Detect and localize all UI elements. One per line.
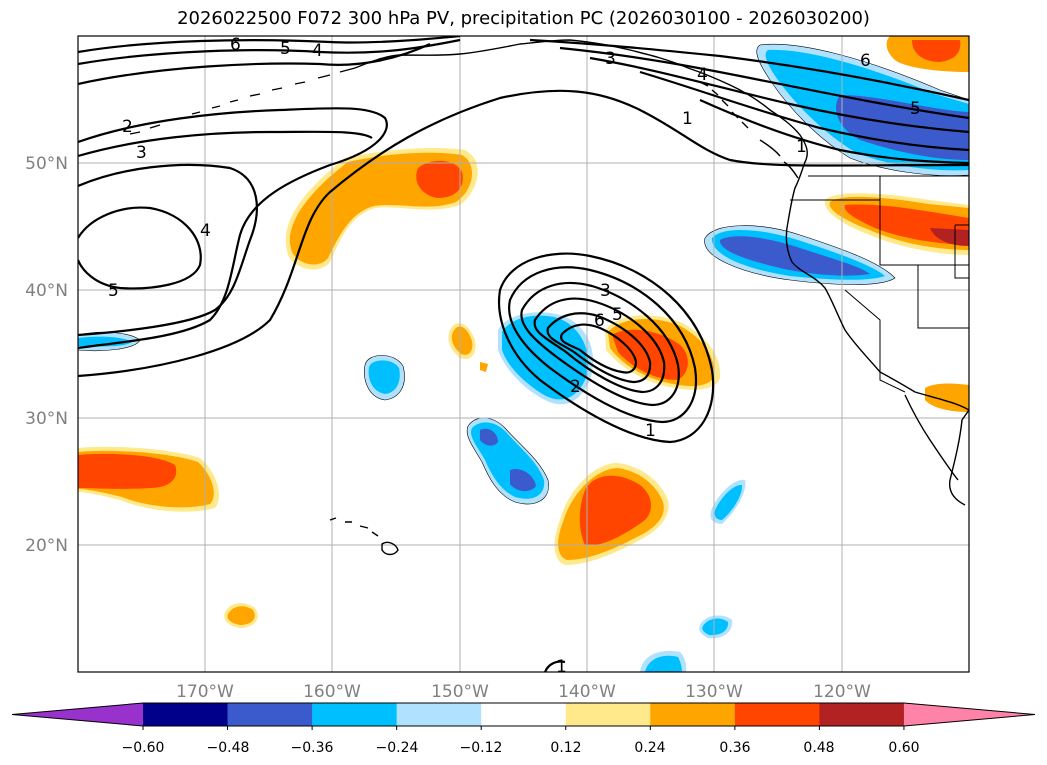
map-frame	[77, 35, 970, 673]
map-title: 2026022500 F072 300 hPa PV, precipitatio…	[177, 8, 870, 29]
map-content: 6 5 4 2 3 4 5 3 4 1 3 6 5 2 1 1 6 5 1	[78, 35, 969, 677]
contour-label: 4	[697, 65, 708, 85]
contour-label: 1	[796, 137, 807, 157]
colorbar-cell	[143, 703, 229, 726]
colorbar-tick-label: 0.60	[888, 740, 919, 756]
colorbar-cell	[650, 703, 736, 726]
colorbar-tick-label: 0.12	[550, 740, 581, 756]
contour-label: 6	[860, 51, 871, 71]
colorbar-cell	[396, 703, 482, 726]
colorbar-extend-high	[903, 703, 1035, 726]
lat-label: 40°N	[25, 281, 68, 301]
contour-label: 5	[108, 281, 119, 301]
latitude-labels: 50°N 40°N 30°N 20°N	[25, 154, 68, 556]
contour-label: 4	[200, 221, 211, 241]
colorbar-tick-label: −0.12	[460, 740, 503, 756]
colorbar-cell	[481, 703, 567, 726]
precip-shading	[78, 36, 969, 672]
lat-label: 30°N	[25, 409, 68, 429]
lon-label: 150°W	[431, 682, 489, 702]
contour-label: 3	[600, 281, 611, 301]
contour-label: 2	[122, 117, 133, 137]
lon-label: 140°W	[558, 682, 616, 702]
lat-label: 50°N	[25, 154, 68, 174]
colorbar-extend-low	[12, 703, 143, 726]
colorbar-cells	[11, 702, 1036, 727]
colorbar-tick-label: 0.36	[719, 740, 750, 756]
colorbar-tick-label: −0.48	[207, 740, 250, 756]
lon-label: 120°W	[813, 682, 871, 702]
contour-label: 4	[312, 41, 323, 61]
colorbar-cell	[227, 703, 313, 726]
contour-label: 5	[280, 39, 291, 59]
contour-label: 1	[682, 109, 693, 129]
contour-label: 2	[570, 377, 581, 397]
colorbar-tick-label: 0.24	[634, 740, 665, 756]
contour-label: 6	[594, 311, 605, 331]
pv-contours	[78, 36, 969, 672]
colorbar-tick-label: −0.60	[122, 740, 165, 756]
colorbar-cell	[819, 703, 905, 726]
colorbar-cell	[312, 703, 398, 726]
contour-label: 5	[612, 305, 623, 325]
colorbar-tick-label: 0.48	[803, 740, 834, 756]
contour-label: 3	[136, 143, 147, 163]
contour-label: 6	[230, 35, 241, 55]
lat-label: 20°N	[25, 536, 68, 556]
longitude-labels: 170°W 160°W 150°W 140°W 130°W 120°W	[176, 682, 871, 702]
colorbar-tick-label: −0.36	[291, 740, 334, 756]
contour-label: 5	[910, 99, 921, 119]
colorbar-ticks	[142, 726, 905, 730]
colorbar-cell	[734, 703, 820, 726]
lon-label: 130°W	[685, 682, 743, 702]
contour-label: 1	[645, 421, 656, 441]
lon-label: 170°W	[176, 682, 234, 702]
colorbar-tick-labels: −0.60 −0.48 −0.36 −0.24 −0.12 0.12 0.24 …	[122, 740, 920, 756]
colorbar: −0.60 −0.48 −0.36 −0.24 −0.12 0.12 0.24 …	[11, 702, 1036, 756]
contour-label: 3	[605, 49, 616, 69]
contour-labels: 6 5 4 2 3 4 5 3 4 1 3 6 5 2 1 1 6 5 1	[108, 35, 921, 677]
colorbar-tick-label: −0.24	[376, 740, 419, 756]
colorbar-cell	[565, 703, 651, 726]
lon-label: 160°W	[303, 682, 361, 702]
contour-label: 1	[556, 657, 567, 677]
